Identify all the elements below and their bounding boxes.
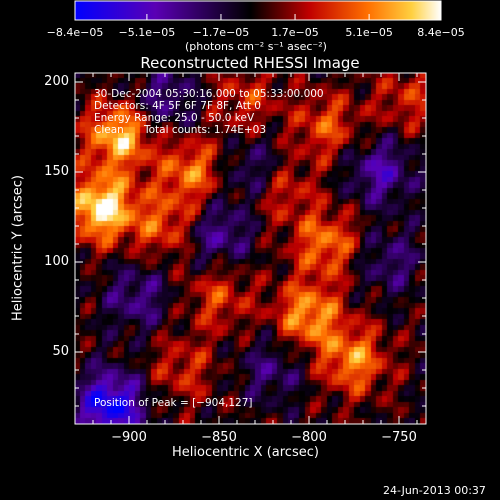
- x-tick-label: −900: [111, 430, 147, 445]
- annotation-clean: Clean: [94, 124, 124, 136]
- colorbar-gradient: [74, 0, 442, 21]
- colorbar-tick-label: 1.7e−05: [271, 26, 319, 39]
- colorbar: [74, 0, 442, 21]
- colorbar-tick-label: 8.4e−05: [417, 26, 465, 39]
- y-axis-label: Heliocentric Y (arcsec): [10, 175, 26, 321]
- y-tick-label: 100: [44, 254, 69, 269]
- annotation-energy-range: Energy Range: 25.0 - 50.0 keV: [94, 112, 255, 124]
- plot-frame: [74, 72, 427, 425]
- annotation-detectors: Detectors: 4F 5F 6F 7F 8F, Att 0: [94, 100, 261, 112]
- colorbar-units: (photons cm⁻² s⁻¹ asec⁻²): [185, 40, 327, 53]
- x-tick-label: −850: [201, 430, 237, 445]
- date-stamp: 24-Jun-2013 00:37: [383, 484, 486, 497]
- colorbar-tick-label: 5.1e−05: [345, 26, 393, 39]
- y-tick-label: 150: [44, 164, 69, 179]
- y-tick-label: 50: [52, 344, 69, 359]
- chart-title: Reconstructed RHESSI Image: [140, 54, 360, 72]
- annotation-total-counts: Total counts: 1.74E+03: [144, 124, 267, 136]
- y-tick-label: 200: [44, 74, 69, 89]
- colorbar-tick-label: −5.1e−05: [118, 26, 176, 39]
- colorbar-tick-label: −8.4e−05: [46, 26, 104, 39]
- x-tick-label: −800: [291, 430, 327, 445]
- annotation-time-range: 30-Dec-2004 05:30:16.000 to 05:33:00.000: [94, 88, 324, 100]
- x-axis-label: Heliocentric X (arcsec): [172, 445, 319, 460]
- heatmap-image: [75, 73, 426, 424]
- colorbar-tick-label: −1.7e−05: [192, 26, 250, 39]
- colorbar-ticks: [74, 14, 442, 20]
- x-tick-label: −750: [381, 430, 417, 445]
- y-ticks: [75, 81, 426, 425]
- annotation-peak-position: Position of Peak = [−904,127]: [94, 397, 253, 409]
- x-ticks: [74, 73, 418, 424]
